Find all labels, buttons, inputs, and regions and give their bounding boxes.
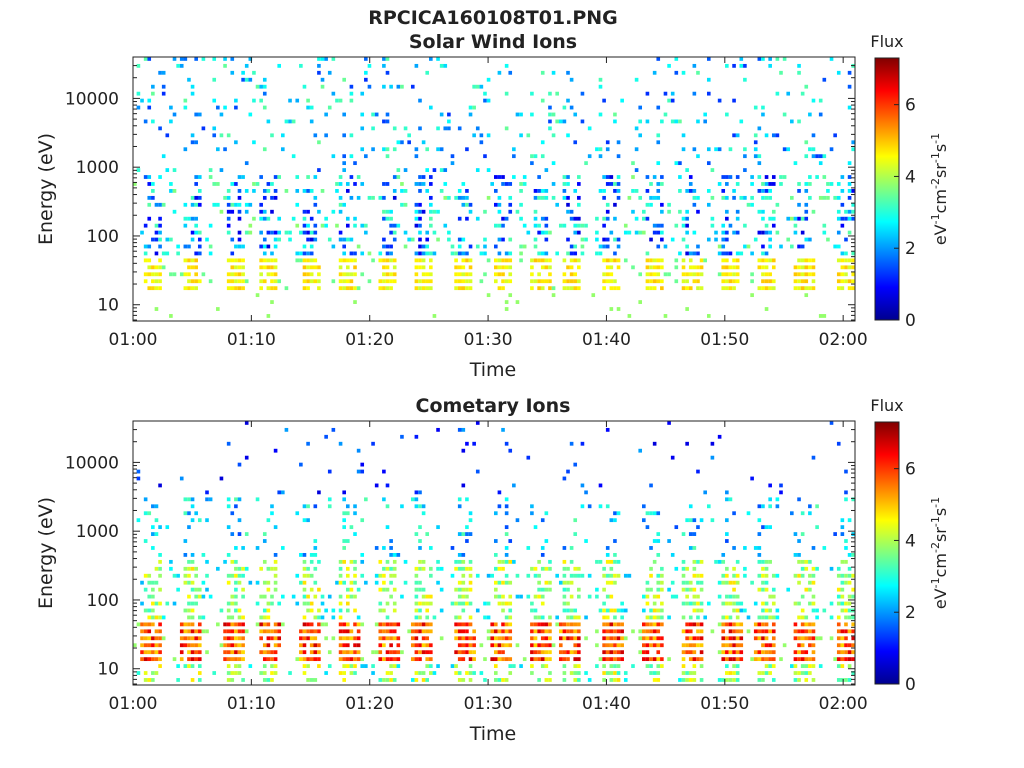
x-tick-label: 01:50 [700, 694, 749, 714]
y-tick-label: 1000 [76, 522, 119, 542]
colorbar-scale [874, 57, 900, 321]
colorbar-ticks: 0 2 4 6 [894, 460, 916, 695]
x-tick-label: 01:30 [464, 694, 513, 714]
y-tick-label: 10 [97, 296, 119, 316]
y-tick-label: 100 [87, 591, 119, 611]
spectrogram [133, 57, 855, 318]
y-tick-label: 10 [97, 660, 119, 680]
colorbar-tick-label: 2 [905, 239, 916, 259]
plot-frame [132, 56, 856, 322]
plot-frame [132, 420, 856, 686]
panel-title: Cometary Ions [416, 395, 571, 417]
y-axis: 10 100 1000 10000 [65, 420, 855, 685]
x-tick-label: 01:30 [464, 330, 513, 350]
colorbar-scale [874, 421, 900, 685]
y-tick-label: 10000 [65, 453, 119, 473]
colorbar: Flux 0 2 4 6 eV-1cm-2sr-1s-1 [870, 32, 950, 331]
colorbar-tick-label: 2 [905, 603, 916, 623]
colorbar: Flux 0 2 4 6 eV-1cm-2sr-1s-1 [870, 396, 950, 695]
x-tick-label: 01:00 [109, 694, 158, 714]
colorbar-tick-label: 6 [905, 460, 916, 480]
colorbar-tick-label: 0 [905, 311, 916, 331]
colorbar-unit: eV-1cm-2sr-1s-1 [929, 497, 950, 609]
x-axis: 01:00 01:10 01:20 01:30 01:40 01:50 02:00 [109, 421, 868, 714]
x-axis: 01:00 01:10 01:20 01:30 01:40 01:50 02:00 [109, 57, 868, 350]
panel-cometary: Cometary Ions 01:00 01:10 01:20 01:30 01:40 0… [35, 395, 950, 745]
x-tick-label: 01:00 [109, 330, 158, 350]
x-axis-label: Time [469, 359, 517, 381]
colorbar-tick-label: 6 [905, 96, 916, 116]
colorbar-tick-label: 4 [905, 167, 916, 187]
panel-title: Solar Wind Ions [409, 31, 577, 53]
y-tick-label: 1000 [76, 158, 119, 178]
y-axis: 10 100 1000 10000 [65, 56, 855, 321]
x-tick-label: 01:40 [582, 694, 631, 714]
x-tick-label: 01:40 [582, 330, 631, 350]
x-tick-label: 01:20 [345, 694, 394, 714]
colorbar-tick-label: 0 [905, 675, 916, 695]
panel-solar-wind: Solar Wind Ions 01:00 01:10 01:20 01:30 01:4… [35, 31, 950, 381]
colorbar-tick-label: 4 [905, 531, 916, 551]
x-tick-label: 01:10 [227, 330, 276, 350]
y-axis-label: Energy (eV) [35, 497, 57, 609]
x-tick-label: 01:10 [227, 694, 276, 714]
colorbar-title: Flux [870, 32, 903, 51]
x-tick-label: 02:00 [819, 330, 868, 350]
x-tick-label: 01:50 [700, 330, 749, 350]
y-axis-label: Energy (eV) [35, 133, 57, 245]
y-tick-label: 10000 [65, 89, 119, 109]
x-tick-label: 01:20 [345, 330, 394, 350]
x-axis-label: Time [469, 723, 517, 745]
colorbar-title: Flux [870, 396, 903, 415]
spectrogram [133, 421, 855, 682]
y-tick-label: 100 [87, 227, 119, 247]
colorbar-ticks: 0 2 4 6 [894, 96, 916, 331]
figure-title: RPCICA160108T01.PNG [368, 7, 618, 29]
x-tick-label: 02:00 [819, 694, 868, 714]
colorbar-unit: eV-1cm-2sr-1s-1 [929, 133, 950, 245]
